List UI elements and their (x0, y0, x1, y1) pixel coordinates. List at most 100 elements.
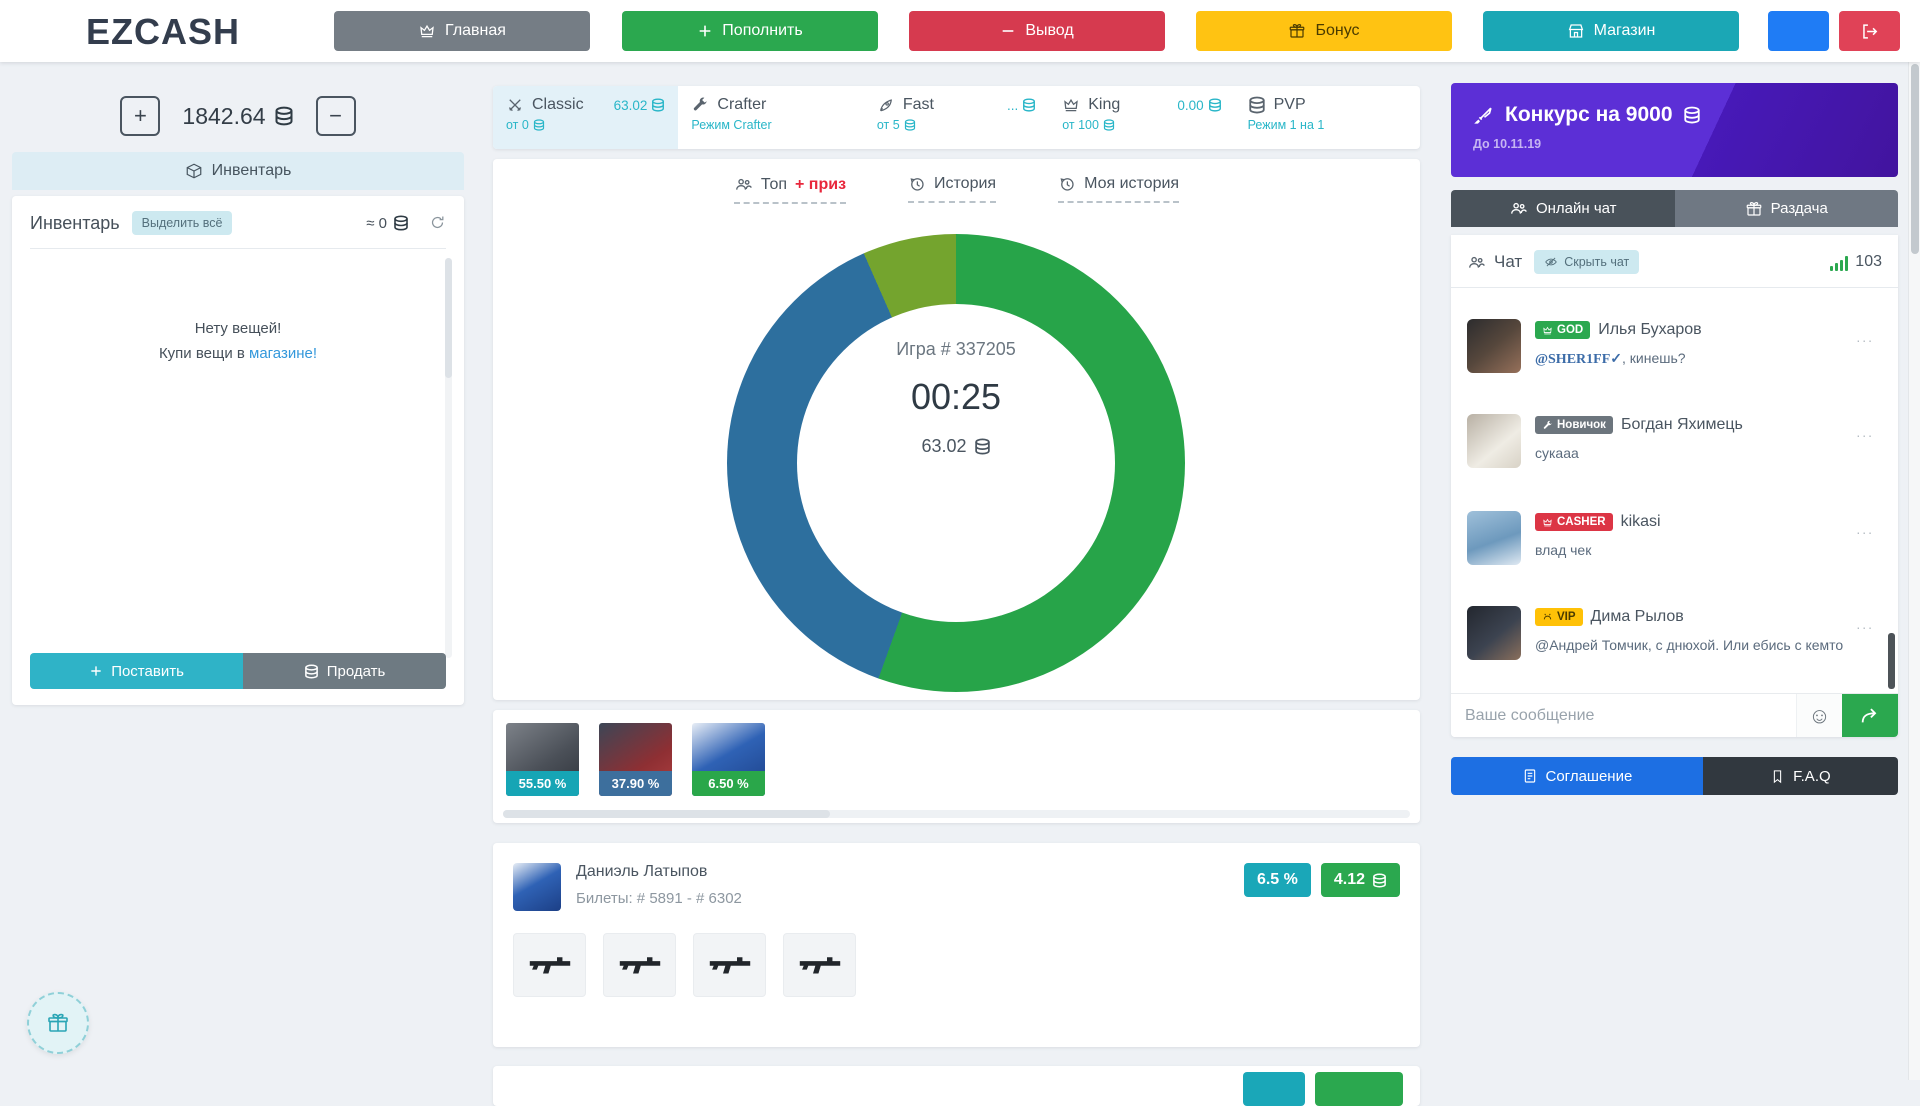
history-icon (910, 178, 924, 191)
deposit-button-label: Пополнить (722, 22, 803, 39)
crown-icon (420, 25, 434, 38)
mode-tab-classic[interactable]: Classic 63.02 от 0 (493, 86, 679, 149)
mode-value: 63.02 (613, 97, 648, 113)
page-scrollbar[interactable] (1908, 0, 1920, 1080)
mode-value: 0.00 (1177, 97, 1204, 113)
message-menu-button[interactable]: ... (1856, 521, 1874, 537)
send-icon (1861, 707, 1877, 722)
mode-tab-king[interactable]: King 0.00 от 100 (1049, 86, 1234, 149)
mode-name: King (1088, 96, 1121, 113)
contest-deadline: До 10.11.19 (1473, 137, 1542, 151)
chat-username[interactable]: Богдан Яхимець (1620, 416, 1743, 433)
inventory-tab[interactable]: Инвентарь (12, 152, 464, 190)
chat-message: Новичок Богдан Яхимець сукааа ... (1467, 414, 1874, 468)
contest-title: Конкурс на 9000 (1505, 103, 1673, 126)
tab-giveaway-label: Раздача (1770, 200, 1828, 217)
mode-tab-fast[interactable]: Fast ... от 5 (864, 86, 1049, 149)
weapon-item[interactable] (603, 933, 676, 997)
user-avatar[interactable] (1467, 606, 1521, 660)
shop-button[interactable]: Магазин (1483, 11, 1739, 51)
gift-icon (1290, 24, 1305, 38)
chat-message: GOD Илья Бухаров @SHER1FF✓, кинешь? ... (1467, 319, 1874, 373)
weapon-item[interactable] (693, 933, 766, 997)
mode-tab-crafter[interactable]: Crafter Режим Crafter (678, 86, 863, 149)
contest-banner[interactable]: Конкурс на 9000 До 10.11.19 (1451, 83, 1898, 177)
hide-chat-label: Скрыть чат (1564, 255, 1630, 269)
user-avatar[interactable] (1467, 319, 1521, 373)
tab-history[interactable]: История (908, 175, 997, 204)
app-logo[interactable]: EZCASH (86, 11, 241, 52)
balance-value: 1842.64 (182, 103, 293, 130)
chat-scrollbar-thumb[interactable] (1888, 633, 1895, 689)
refresh-icon[interactable] (429, 214, 446, 232)
bonus-button[interactable]: Бонус (1196, 11, 1452, 51)
mode-sub: Режим 1 на 1 (1247, 118, 1325, 132)
user-avatar[interactable] (1467, 414, 1521, 468)
horizontal-scrollbar[interactable] (503, 810, 1410, 818)
chat-message: VIP Дима Рылов @Андрей Томчик, с днюхой.… (1467, 606, 1874, 660)
message-body: влад чек (1535, 542, 1592, 558)
rank-badge-label: GOD (1557, 324, 1584, 336)
tab-giveaway[interactable]: Раздача (1674, 190, 1898, 227)
inventory-scrollbar[interactable] (445, 258, 452, 658)
minus-icon (1002, 30, 1014, 32)
balance-decrease-button[interactable]: − (315, 96, 356, 136)
coins-icon (904, 119, 915, 131)
weapon-item[interactable] (513, 933, 586, 997)
home-button[interactable]: Главная (334, 11, 590, 51)
vk-button[interactable] (1768, 11, 1829, 51)
chat-username[interactable]: kikasi (1620, 513, 1661, 530)
player-avatar[interactable] (513, 863, 561, 911)
crown-icon (1064, 99, 1078, 112)
user-avatar[interactable] (1467, 511, 1521, 565)
logout-button[interactable] (1839, 11, 1900, 51)
rank-badge: GOD (1535, 321, 1591, 339)
tab-online-chat[interactable]: Онлайн чат (1451, 190, 1675, 227)
faq-button[interactable]: F.A.Q (1702, 757, 1898, 795)
chat-message-input[interactable] (1451, 694, 1796, 737)
weapon-item[interactable] (783, 933, 856, 997)
shop-link[interactable]: магазине! (249, 345, 318, 362)
inventory-approx-value: ≈ 0 (366, 215, 409, 232)
dashed-underline (1058, 201, 1180, 203)
tab-top-prize[interactable]: Топ + приз (733, 175, 847, 204)
wrench-icon (1543, 420, 1552, 429)
coins-icon (1208, 98, 1221, 112)
chat-message-text: влад чек (1535, 542, 1661, 558)
coins-icon (1023, 98, 1036, 112)
hide-chat-button[interactable]: Скрыть чат (1534, 250, 1640, 274)
message-body: сукааа (1535, 445, 1579, 461)
message-menu-button[interactable]: ... (1856, 424, 1874, 440)
player-bet-card: Даниэль Латыпов Билеты: # 5891 - # 6302 … (493, 843, 1420, 1047)
agreement-button[interactable]: Соглашение (1451, 757, 1703, 795)
message-menu-button[interactable]: ... (1856, 616, 1874, 632)
participant-avatar[interactable]: 6.50 % (692, 723, 765, 796)
chat-tabs: Онлайн чат Раздача (1451, 190, 1898, 227)
participant-avatar[interactable]: 37.90 % (599, 723, 672, 796)
withdraw-button[interactable]: Вывод (909, 11, 1165, 51)
people-icon (736, 178, 752, 191)
place-bet-button[interactable]: Поставить (30, 653, 244, 689)
select-all-button[interactable]: Выделить всё (131, 211, 233, 235)
sell-button[interactable]: Продать (243, 653, 446, 689)
bonus-button-label: Бонус (1315, 22, 1360, 39)
chat-message-text: @SHER1FF✓, кинешь? (1535, 350, 1702, 368)
participants-strip: 55.50 % 37.90 % 6.50 % (493, 710, 1420, 823)
tab-my-history-label: Моя история (1084, 175, 1180, 192)
participant-avatar[interactable]: 55.50 % (506, 723, 579, 796)
message-menu-button[interactable]: ... (1856, 329, 1874, 345)
mention[interactable]: @SHER1FF✓ (1535, 352, 1622, 367)
balance-increase-button[interactable]: + (120, 96, 161, 136)
send-message-button[interactable] (1842, 694, 1898, 737)
deposit-button[interactable]: Пополнить (622, 11, 878, 51)
message-body: @Андрей Томчик, с днюхой. Или ебись с ке… (1535, 637, 1844, 653)
chat-username[interactable]: Илья Бухаров (1598, 321, 1702, 338)
floating-gift-button[interactable] (27, 992, 89, 1054)
rank-badge-label: Новичок (1557, 419, 1606, 431)
emoji-button[interactable]: ☺ (1796, 694, 1842, 737)
participant-percent: 55.50 % (506, 771, 579, 796)
chat-username[interactable]: Дима Рылов (1590, 608, 1684, 625)
coins-icon (974, 438, 990, 455)
tab-my-history[interactable]: Моя история (1058, 175, 1180, 204)
mode-tab-pvp[interactable]: PVP Режим 1 на 1 (1235, 86, 1420, 149)
